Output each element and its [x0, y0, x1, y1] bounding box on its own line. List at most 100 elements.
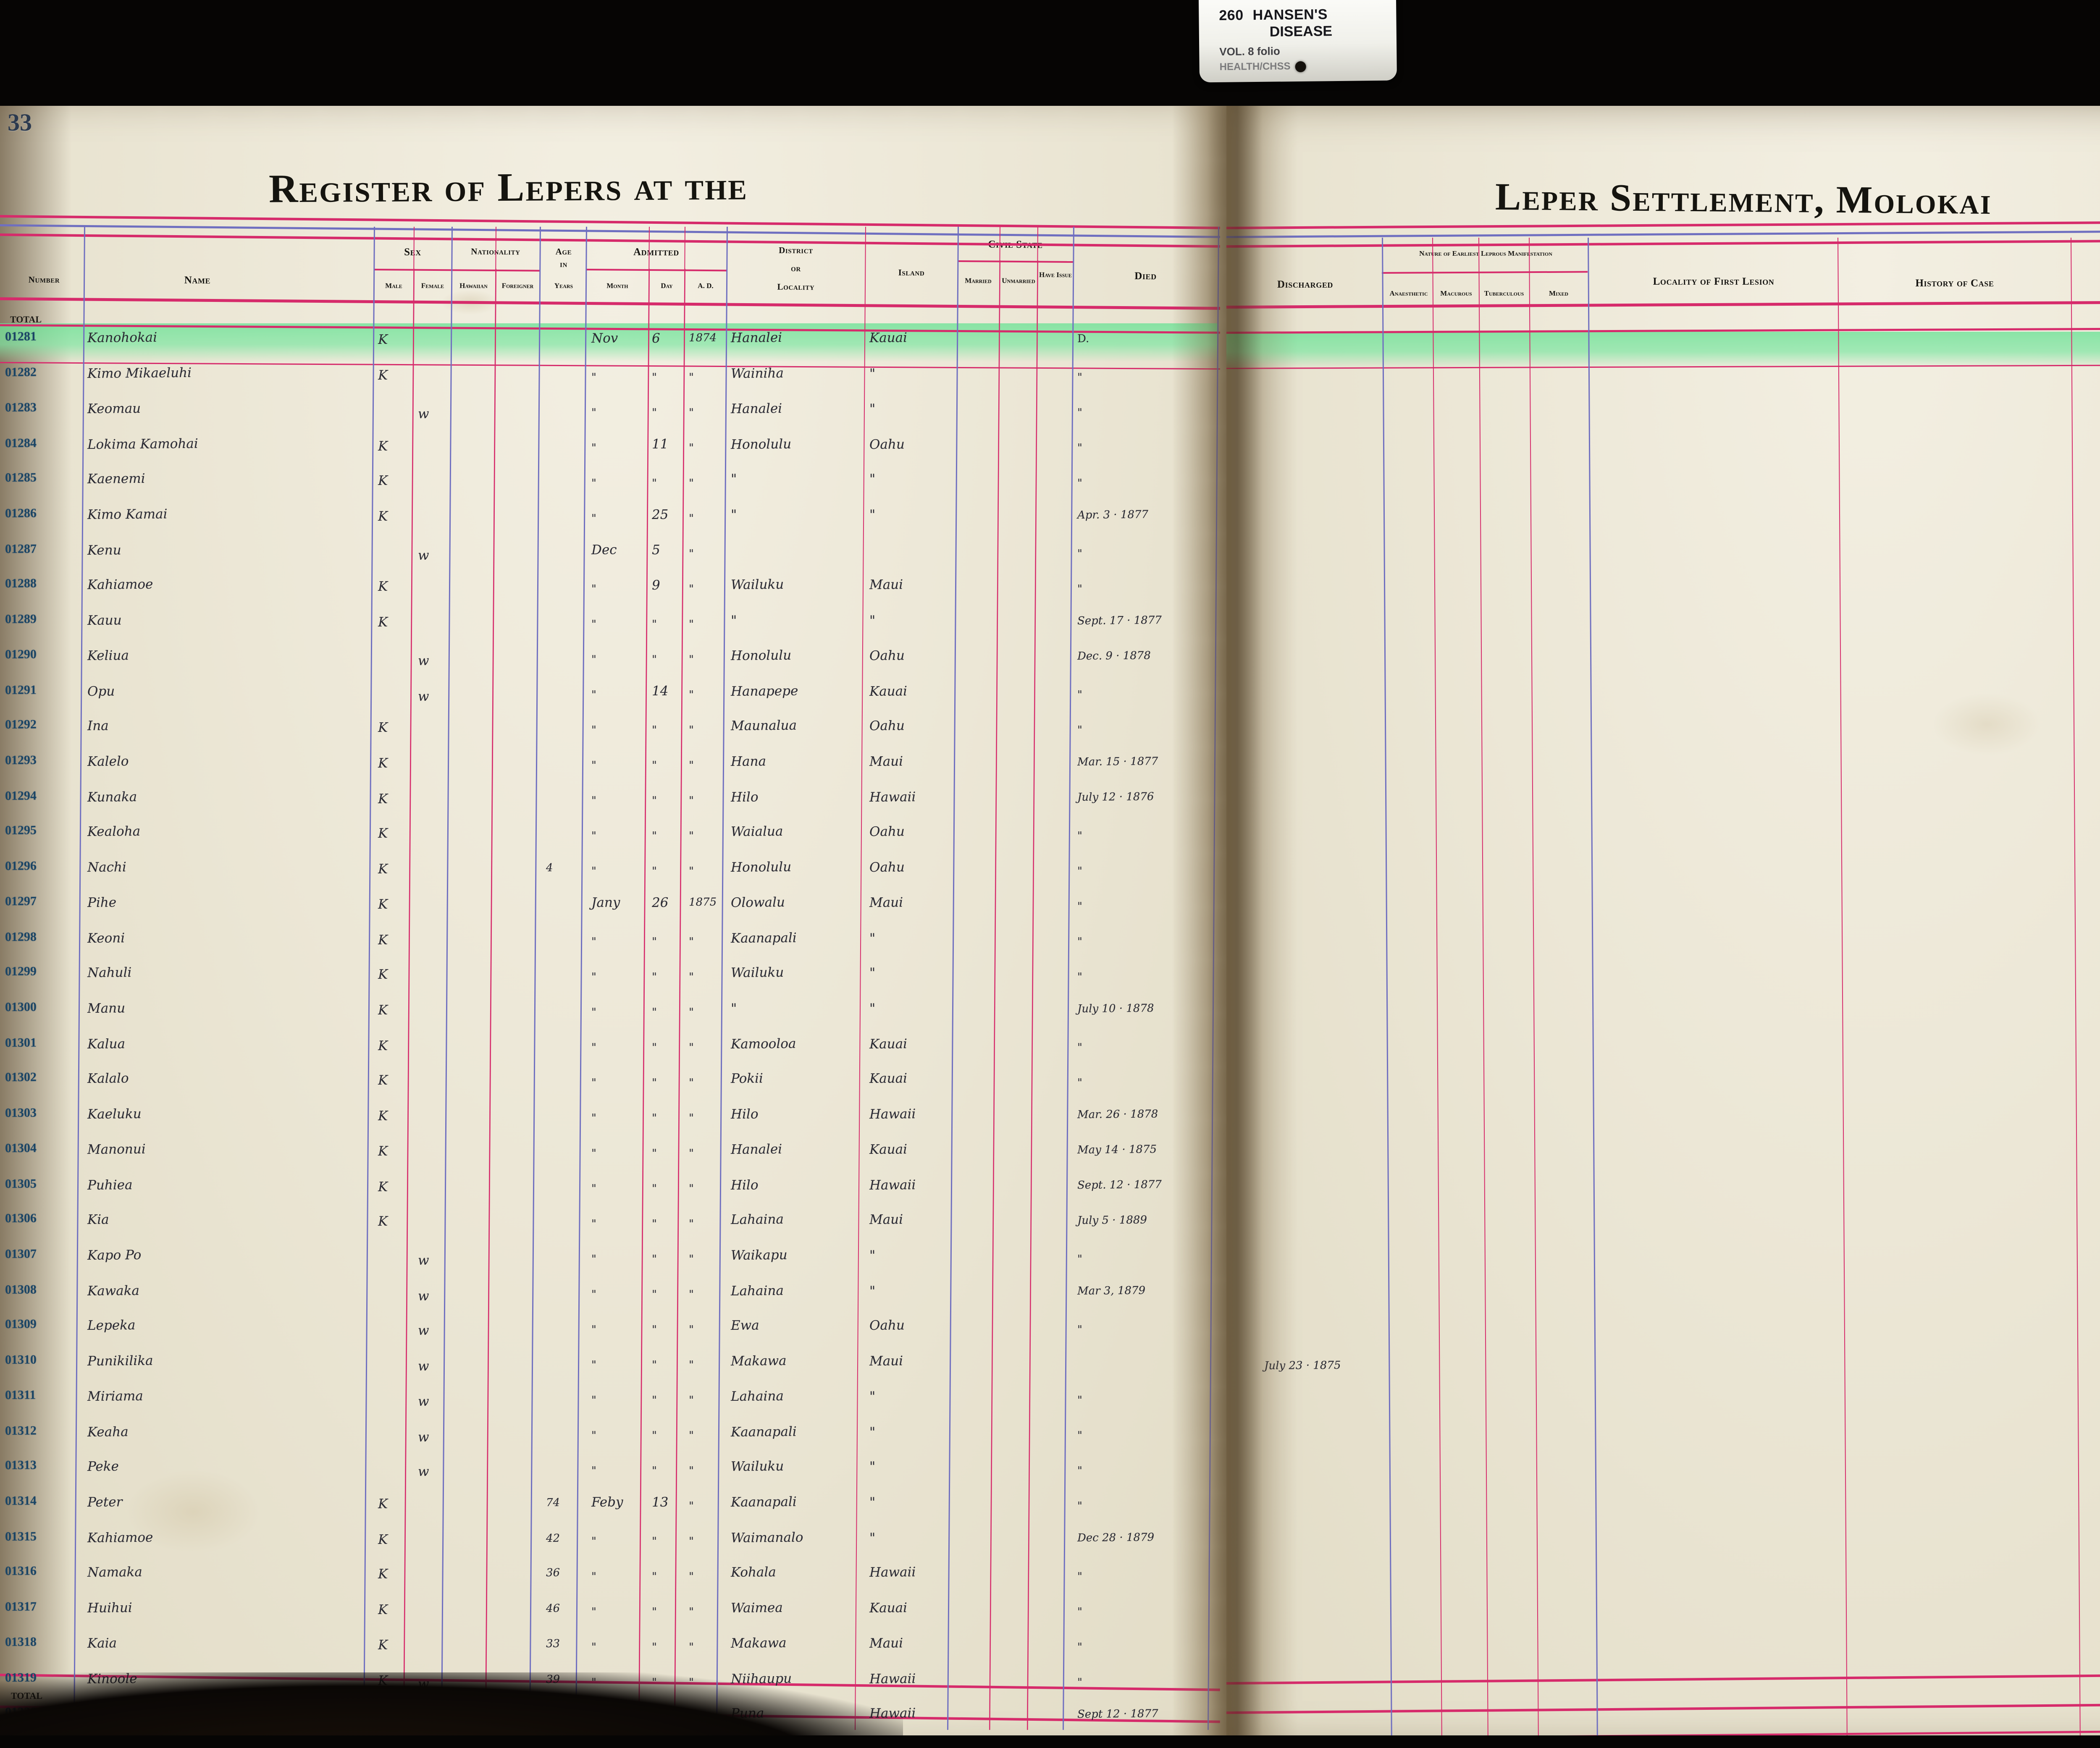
- entry-name: Kenu: [87, 542, 121, 558]
- entry-died: Mar. 15 · 1877: [1077, 755, 1158, 768]
- header-married: Married: [965, 276, 992, 285]
- entry-admitted-day: ": [651, 1570, 657, 1583]
- entry-age: 33: [546, 1638, 560, 1651]
- entry-admitted-day: ": [651, 1076, 657, 1089]
- entry-admitted-year: ": [688, 653, 694, 666]
- entry-died: ": [1077, 1570, 1083, 1583]
- entry-locality: Makawa: [730, 1635, 787, 1651]
- entry-admitted-month: ": [591, 653, 597, 666]
- row-highlight-band-right: [1226, 332, 2100, 368]
- entry-sex-male: K: [378, 614, 388, 630]
- entry-island: Oahu: [869, 437, 905, 452]
- entry-name: Kahiamoe: [87, 1530, 153, 1546]
- entry-number: 01314: [5, 1494, 37, 1508]
- entry-sex-male: K: [378, 332, 388, 348]
- entry-locality: Kaanapali: [730, 1424, 797, 1440]
- entry-number: 01308: [5, 1282, 37, 1297]
- entry-admitted-month: ": [591, 1641, 597, 1654]
- entry-island: Kauai: [869, 1036, 908, 1052]
- entry-island: ": [869, 507, 876, 522]
- entry-admitted-day: 6: [651, 330, 660, 346]
- entry-admitted-year: ": [688, 582, 694, 595]
- entry-died: Dec. 9 · 1878: [1077, 649, 1151, 663]
- entry-died: ": [1077, 723, 1083, 736]
- entry-number: 01302: [5, 1070, 37, 1085]
- tab-punch-hole-icon: [1295, 61, 1306, 73]
- entry-locality: ": [730, 507, 737, 522]
- header-island: Island: [898, 267, 925, 278]
- entry-island: Maui: [869, 577, 903, 593]
- entry-sex-female: w: [417, 1394, 429, 1410]
- entry-locality: Makawa: [730, 1353, 787, 1369]
- entry-name: Kawaka: [87, 1283, 140, 1299]
- entry-name: Keliua: [87, 648, 129, 664]
- entry-admitted-day: 26: [651, 895, 669, 910]
- entry-admitted-day: ": [651, 1429, 657, 1442]
- header-district-or: or: [791, 263, 801, 274]
- entry-name: Kaenemi: [87, 471, 145, 487]
- entry-discharged: July 23 · 1875: [1264, 1359, 1341, 1372]
- entry-admitted-month: ": [591, 1394, 597, 1407]
- entry-admitted-day: ": [651, 1464, 657, 1477]
- entry-locality: Pokii: [730, 1071, 764, 1087]
- header-mixed: Mixed: [1549, 289, 1569, 297]
- header-name: Name: [184, 274, 211, 286]
- entry-island: Maui: [869, 1212, 903, 1228]
- entry-sex-female: w: [417, 1464, 429, 1480]
- entry-sex-female: w: [417, 1429, 429, 1445]
- entry-island: ": [869, 1389, 876, 1405]
- entry-number: 01309: [5, 1317, 37, 1331]
- entry-admitted-day: ": [651, 1394, 657, 1407]
- entry-admitted-month: Feby: [591, 1494, 623, 1510]
- entry-locality: ": [730, 1001, 737, 1016]
- entry-admitted-month: ": [591, 688, 597, 701]
- entry-number: 01315: [5, 1529, 37, 1544]
- entry-island: ": [869, 1530, 876, 1546]
- entry-number: 01307: [5, 1247, 37, 1261]
- entry-admitted-year: ": [688, 1464, 694, 1477]
- total-label-top-left: TOTAL: [10, 314, 42, 325]
- entry-sex-male: K: [378, 1496, 388, 1512]
- entry-name: Lepeka: [87, 1318, 136, 1334]
- header-nature: Nature of Earliest Leprous Manifestation: [1419, 249, 1552, 257]
- entry-admitted-day: ": [651, 477, 657, 490]
- entry-sex-male: K: [378, 1002, 388, 1018]
- entry-locality: Waialua: [730, 824, 783, 840]
- entry-admitted-month: ": [591, 441, 597, 454]
- entry-sex-male: K: [378, 720, 388, 736]
- header-died: Died: [1134, 270, 1157, 282]
- index-tab[interactable]: 260 HANSEN'S DISEASE VOL. 8 folio HEALTH/…: [1198, 0, 1397, 83]
- entry-admitted-day: ": [651, 1641, 657, 1654]
- entry-died: Apr. 3 · 1877: [1077, 508, 1149, 522]
- header-male: Male: [385, 281, 402, 290]
- entry-name: Keomau: [87, 401, 141, 417]
- entry-island: Oahu: [869, 859, 905, 875]
- entry-locality: Hana: [730, 754, 766, 769]
- entry-locality: Hilo: [730, 1177, 759, 1193]
- entry-admitted-year: ": [688, 1041, 694, 1054]
- entry-locality: Hanalei: [730, 401, 782, 417]
- entry-died: ": [1077, 477, 1083, 490]
- entry-admitted-year: ": [688, 935, 694, 948]
- entry-island: Hawaii: [869, 1565, 916, 1580]
- header-discharged: Discharged: [1277, 279, 1334, 290]
- entry-sex-male: K: [378, 861, 388, 877]
- entry-locality: Hanalei: [730, 330, 782, 346]
- entry-age: 74: [546, 1496, 560, 1509]
- scan-edge-top: [0, 0, 2100, 106]
- entry-locality: Ewa: [730, 1318, 759, 1334]
- entry-admitted-year: ": [688, 1323, 694, 1336]
- entry-sex-male: K: [378, 473, 388, 489]
- entry-number: 01305: [5, 1177, 37, 1191]
- entry-name: Kia: [87, 1212, 109, 1228]
- tab-title-line2: DISEASE: [1269, 23, 1333, 40]
- entry-number: 01310: [5, 1352, 37, 1367]
- entry-died: July 10 · 1878: [1077, 1002, 1154, 1015]
- entry-locality: Hanapepe: [730, 683, 798, 699]
- entry-died: ": [1077, 371, 1083, 384]
- header-age: Age: [555, 246, 572, 257]
- entry-island: ": [869, 401, 876, 417]
- folio-number-left: 33: [8, 109, 32, 136]
- entry-sex-male: K: [378, 826, 388, 841]
